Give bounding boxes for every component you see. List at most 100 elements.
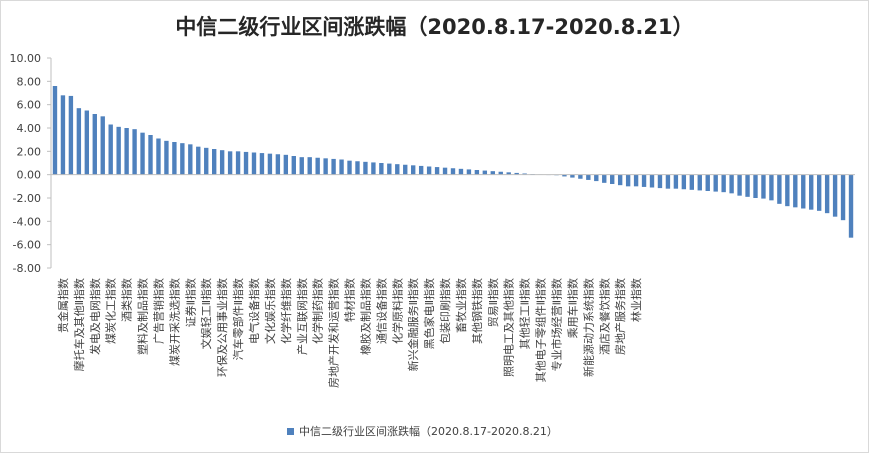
bar (227, 151, 233, 175)
bar (379, 163, 384, 175)
category-label: 其他钢铁指数 (470, 278, 484, 344)
bar (426, 166, 432, 175)
bar (339, 159, 344, 175)
bar (363, 161, 368, 175)
bar (570, 174, 575, 178)
bar (657, 174, 663, 189)
bar (761, 174, 766, 199)
category-label: 新能源动力系统指数 (581, 278, 595, 377)
bar (681, 174, 687, 190)
bar (482, 170, 488, 175)
bar (514, 172, 519, 175)
bar (403, 164, 408, 175)
category-label: 环保及公用事业指数 (215, 278, 229, 377)
bar (100, 116, 105, 175)
bar (172, 142, 177, 175)
y-tick-label: 0.00 (17, 169, 42, 182)
bar (625, 174, 631, 187)
category-label: 证券Ⅱ指数 (183, 278, 197, 327)
bar (753, 174, 758, 198)
bar (458, 168, 464, 175)
bar (323, 158, 328, 175)
category-label: 贵金属指数 (56, 278, 70, 333)
bar (450, 168, 456, 175)
bar (816, 174, 822, 211)
category-label: 林业指数 (629, 278, 643, 322)
chart-legend: 中信二级行业区间涨跌幅（2020.8.17-2020.8.21） (287, 423, 558, 439)
bar (418, 165, 424, 175)
bar (395, 164, 400, 175)
category-label: 广告营销指数 (151, 278, 165, 344)
bar (204, 147, 209, 175)
bar (283, 154, 289, 175)
category-label: 黑色家电Ⅱ指数 (422, 278, 436, 349)
bar (522, 173, 527, 175)
category-label: 化学制药指数 (311, 278, 325, 344)
category-label: 煤炭化工指数 (104, 278, 118, 344)
bar (705, 174, 710, 191)
bar (108, 124, 113, 175)
y-tick-label: -8.00 (13, 262, 41, 275)
bar (498, 171, 503, 175)
bar (60, 95, 66, 175)
category-label: 摩托车及其他Ⅱ指数 (72, 278, 86, 371)
bar (347, 160, 352, 175)
bar (196, 146, 201, 175)
legend-label: 中信二级行业区间涨跌幅（2020.8.17-2020.8.21） (299, 425, 558, 438)
category-label: 通信设备指数 (374, 278, 388, 344)
bar (132, 129, 137, 175)
y-tick-label: -4.00 (13, 215, 41, 228)
bar (331, 158, 336, 175)
bar (156, 138, 161, 175)
bar (140, 132, 145, 175)
bar (793, 174, 798, 208)
category-label: 新兴金融服务Ⅱ指数 (406, 278, 420, 371)
bar (610, 174, 615, 184)
bar (315, 157, 320, 175)
bar (219, 150, 225, 175)
y-tick-label: 8.00 (17, 75, 42, 88)
bar (649, 174, 655, 188)
category-label: 酒店及餐饮指数 (597, 278, 611, 355)
category-label: 橡胶及制品指数 (358, 278, 372, 355)
category-label: 文娱轻工Ⅱ指数 (199, 278, 213, 349)
bar (721, 174, 726, 193)
category-label: 其他轻工Ⅱ指数 (518, 278, 532, 349)
bar (188, 144, 193, 175)
bar (729, 174, 734, 194)
bar (490, 171, 495, 175)
category-label: 房地产服务指数 (613, 278, 627, 355)
y-tick-label: -6.00 (13, 239, 41, 252)
bar (602, 174, 607, 183)
category-label: 乘用车Ⅱ指数 (565, 278, 579, 338)
bar (745, 174, 750, 197)
category-label: 包装印刷指数 (438, 278, 452, 344)
bar (84, 110, 90, 175)
y-tick-label: 6.00 (17, 99, 42, 112)
bar (251, 152, 257, 175)
bar (180, 143, 185, 175)
category-label: 畜牧业指数 (454, 278, 468, 333)
bar (594, 174, 599, 182)
category-label: 贸易Ⅱ指数 (486, 278, 500, 327)
y-tick-label: 10.00 (10, 52, 42, 65)
bar (212, 149, 217, 175)
chart-title: 中信二级行业区间涨跌幅（2020.8.17-2020.8.21） (175, 15, 694, 39)
bar (506, 172, 511, 175)
bar (291, 156, 296, 175)
bar (689, 174, 694, 190)
bar (68, 95, 74, 175)
bar (92, 114, 97, 175)
bar (641, 174, 647, 187)
bar (235, 151, 241, 175)
category-label: 其他电子零组件Ⅱ指数 (534, 278, 548, 382)
bar (697, 174, 702, 191)
bar (474, 170, 480, 175)
category-label: 电气设备指数 (247, 278, 261, 344)
bar (355, 161, 360, 175)
bar (307, 157, 312, 175)
bar (76, 108, 82, 175)
bar (785, 174, 790, 207)
bar (801, 174, 806, 209)
